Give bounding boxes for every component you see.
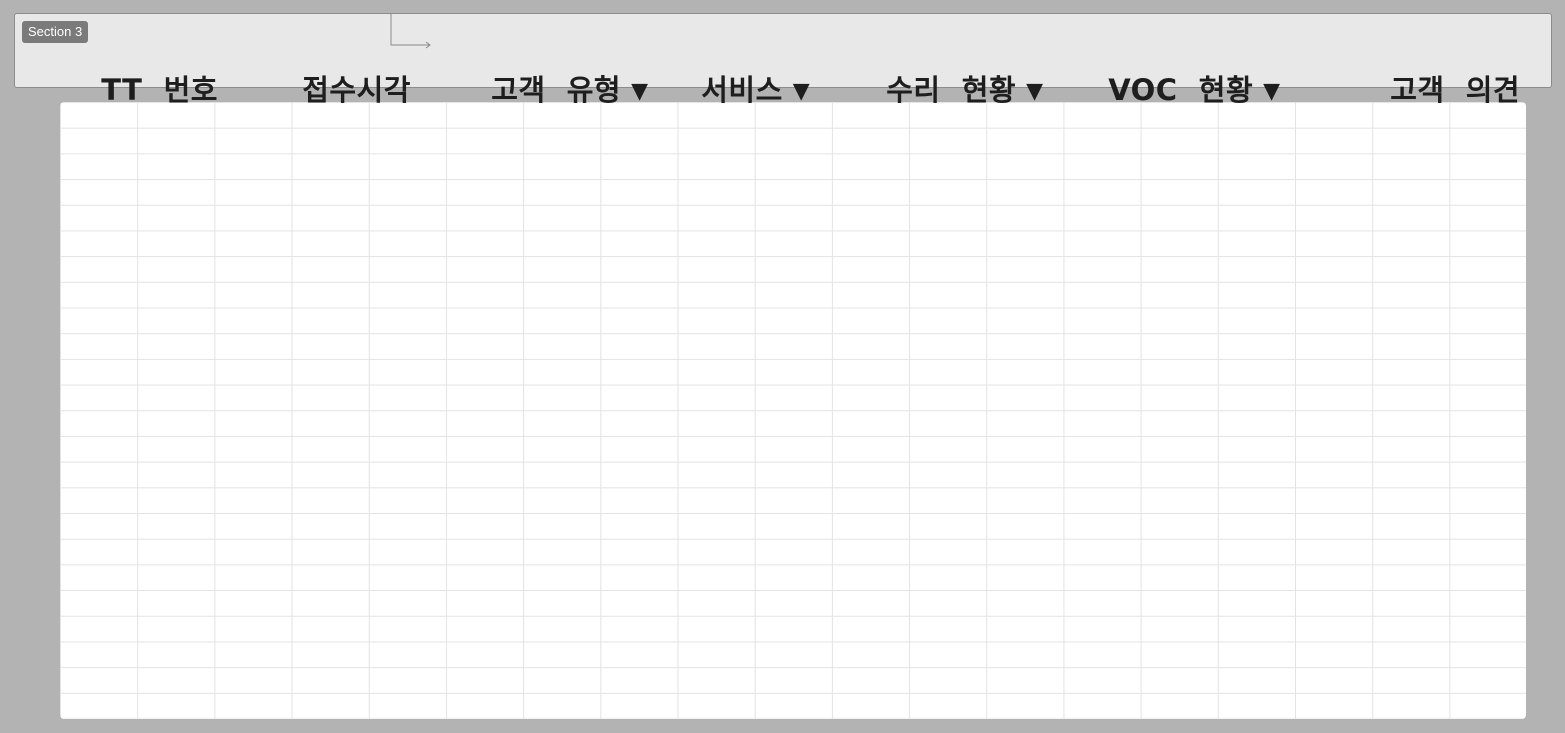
column-header-label: 접수시각 [302,73,411,107]
column-header-label: 서비스 [701,73,783,107]
column-header-received-time[interactable]: 접수시각 [281,24,411,112]
column-header-repair-status[interactable]: 수리 현황 ▼ [865,24,1044,114]
column-header-voc-status[interactable]: VOC 현황 ▼ [1087,24,1281,114]
empty-data-grid[interactable] [60,102,1526,719]
column-header-label: TT 번호 [101,73,218,107]
column-header-label: VOC 현황 [1108,73,1254,107]
column-header-customer-opinion[interactable]: 고객 의견 [1369,24,1520,112]
dropdown-caret-icon[interactable]: ▼ [1263,79,1281,104]
column-header-customer-type[interactable]: 고객 유형 ▼ [470,24,649,114]
column-header-service[interactable]: 서비스 ▼ [680,24,810,114]
dropdown-caret-icon[interactable]: ▼ [631,79,649,104]
section-badge: Section 3 [22,21,89,43]
column-header-label: 고객 의견 [1390,73,1521,107]
column-header-label: 고객 유형 [491,73,622,107]
connector-arrow-icon [390,14,431,49]
dropdown-caret-icon[interactable]: ▼ [1026,79,1044,104]
dropdown-caret-icon[interactable]: ▼ [792,79,811,104]
column-header-label: 수리 현황 [886,73,1017,107]
column-header-bar [14,13,1552,88]
column-header-tt-number[interactable]: TT 번호 [80,24,218,112]
